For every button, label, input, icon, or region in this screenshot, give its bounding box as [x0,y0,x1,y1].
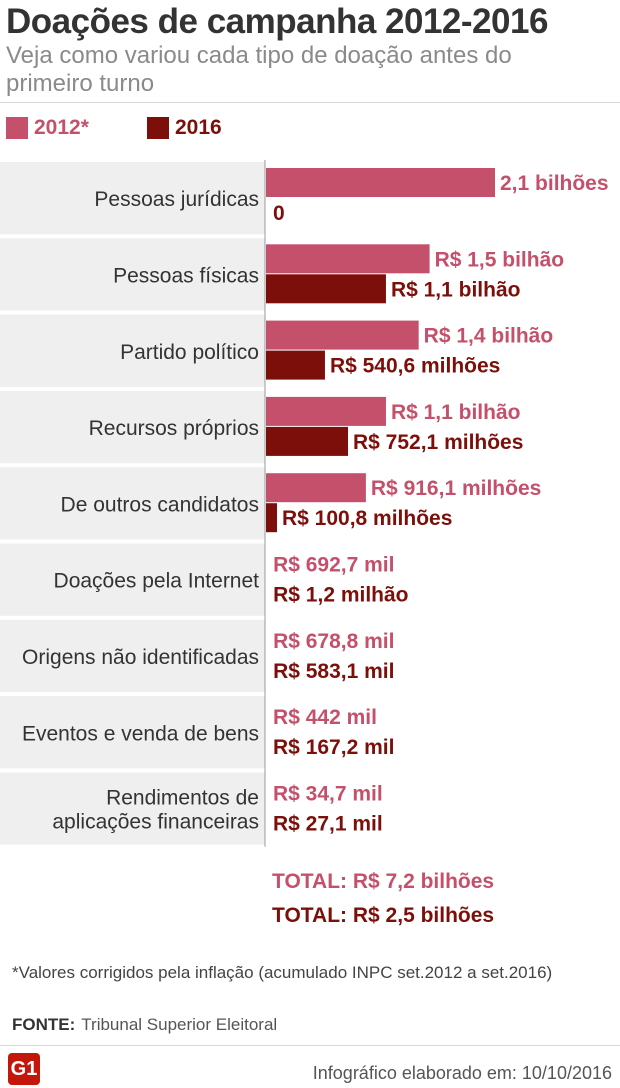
page-title: Doações de campanha 2012-2016 [6,2,548,41]
data-label-2016: R$ 752,1 milhões [353,431,523,454]
bar-2012 [266,473,366,503]
legend-2016: 2016 [147,116,222,140]
data-label-2012: R$ 916,1 milhões [371,477,541,500]
category-band [0,390,265,464]
legend-swatch-2016 [147,117,169,139]
data-label-2012: R$ 1,1 bilhão [391,401,521,424]
source-value: Tribunal Superior Eleitoral [81,1015,278,1034]
data-label-2016: R$ 27,1 mil [273,812,383,835]
data-label-2016: R$ 583,1 mil [273,660,394,683]
made-date: Infográfico elaborado em: 10/10/2016 [312,1063,612,1083]
category-band [0,619,265,693]
category-label: De outros candidatos [61,493,259,516]
category-label: Doações pela Internet [54,570,260,593]
bar-2012 [266,244,430,274]
data-label-2016: R$ 1,1 bilhão [391,278,521,301]
g1-logo: G1 [8,1053,40,1085]
bar-2012 [266,320,419,350]
bar-2016 [266,503,277,533]
header-divider [0,102,620,103]
data-label-2012: R$ 1,4 bilhão [424,325,554,348]
category-label: Origens não identificadas [22,646,259,669]
data-label-2016: 0 [273,202,285,225]
data-label-2012: R$ 692,7 mil [273,554,394,577]
footer-divider [0,1045,620,1046]
source: FONTE: Tribunal Superior Eleitoral [12,1015,277,1035]
bar-2012 [266,168,495,197]
category-band [0,467,265,540]
category-label: Recursos próprios [89,417,259,440]
bar-2016 [266,350,325,380]
data-label-2012: R$ 678,8 mil [273,630,394,653]
data-label-2016: R$ 167,2 mil [273,736,394,759]
data-label-2016: R$ 1,2 milhão [273,584,408,607]
total-2016: TOTAL: R$ 2,5 bilhões [272,904,494,927]
category-band [0,162,265,235]
category-band [0,543,265,616]
bar-2012 [266,396,386,426]
bar-2016 [266,274,386,304]
footnote: *Valores corrigidos pela inflação (acumu… [12,963,553,982]
data-label-2012: R$ 34,7 mil [273,782,383,805]
legend-swatch-2012 [6,117,28,139]
data-label-2016: R$ 540,6 milhões [330,355,500,378]
page-subtitle: Veja como variou cada tipo de doação ant… [6,42,512,97]
data-label-2012: R$ 1,5 bilhão [435,248,565,271]
data-label-2016: R$ 100,8 milhões [282,507,452,530]
category-label: aplicações financeiras [52,811,259,834]
category-label: Eventos e venda de bens [22,722,259,745]
category-band [0,238,265,311]
category-band [0,696,265,769]
legend-label-2012: 2012* [34,116,89,139]
total-2012: TOTAL: R$ 7,2 bilhões [272,870,494,893]
bar-2016 [266,426,349,456]
legend-2012: 2012* [6,116,89,140]
data-label-2012: R$ 442 mil [273,706,377,729]
category-label: Partido político [120,341,259,364]
category-label: Pessoas físicas [113,264,259,287]
legend-label-2016: 2016 [175,116,222,139]
category-band [0,772,265,845]
category-label: Pessoas jurídicas [94,188,259,211]
category-label: Rendimentos de [106,787,259,810]
data-label-2012: 2,1 bilhões [500,172,609,195]
source-key: FONTE: [12,1015,76,1034]
category-band [0,314,265,387]
